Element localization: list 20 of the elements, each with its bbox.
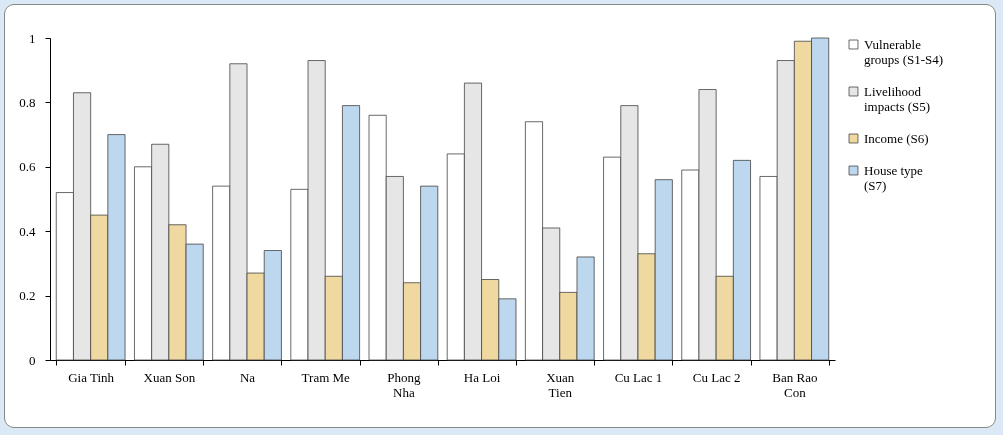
legend-label: Livelihood impacts (S5) [864,83,931,114]
x-tick-label: Ban Rao Con [772,369,818,400]
y-tick-label: 0.6 [19,159,36,175]
x-tick-label: Gia Tinh [68,369,115,385]
x-tick-label: Ha Loi [463,369,501,385]
x-tick-label: Tram Me [301,369,351,385]
legend-label: Income (S6) [864,130,929,146]
y-tick-label: 0.4 [19,223,36,239]
legend-label: Vulnerable groups (S1-S4) [864,36,944,67]
x-tick-label: Na [239,369,256,385]
x-tick-label: Xuan Tien [546,369,575,400]
x-tick-label: Xuan Son [143,369,196,385]
y-tick-label: 0 [29,352,36,368]
x-tick-label: Cu Lac 2 [692,369,741,385]
y-tick-label: 0.8 [19,94,36,110]
x-tick-label: Phong Nha [387,369,422,400]
x-tick-label: Cu Lac 1 [614,369,663,385]
y-tick-label: 0.2 [19,288,36,304]
y-tick-label: 1 [29,30,36,46]
legend-label: House type (S7) [864,162,924,193]
